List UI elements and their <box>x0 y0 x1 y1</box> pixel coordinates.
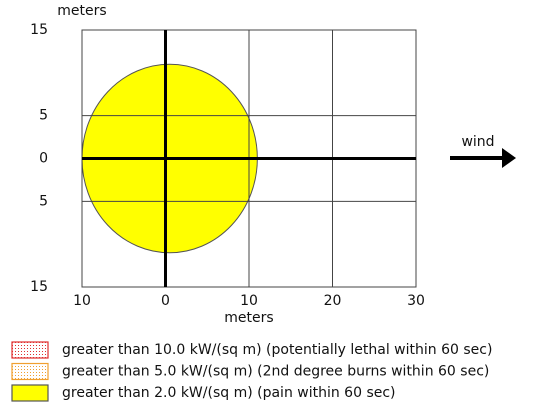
legend-swatch <box>11 362 49 381</box>
y-tick-label: 5 <box>39 108 48 124</box>
y-axis-label: meters <box>57 3 106 19</box>
x-tick-label: 0 <box>161 293 170 309</box>
legend-label: greater than 2.0 kW/(sq m) (pain within … <box>62 385 396 401</box>
wind-arrow <box>450 148 516 168</box>
y-tick-label: 0 <box>39 151 48 167</box>
x-tick-label: 20 <box>324 293 342 309</box>
legend-label: greater than 5.0 kW/(sq m) (2nd degree b… <box>62 364 489 380</box>
x-tick-label: 30 <box>407 293 425 309</box>
x-axis-label: meters <box>224 310 273 326</box>
wind-label: wind <box>461 134 494 150</box>
y-tick-label: 15 <box>30 279 48 295</box>
x-tick-label: 10 <box>240 293 258 309</box>
legend-swatch <box>11 384 49 402</box>
x-tick-label: 10 <box>73 293 91 309</box>
y-tick-label: 5 <box>39 193 48 209</box>
legend-label: greater than 10.0 kW/(sq m) (potentially… <box>62 342 492 358</box>
y-tick-label: 15 <box>30 22 48 38</box>
legend-swatch <box>11 341 49 359</box>
